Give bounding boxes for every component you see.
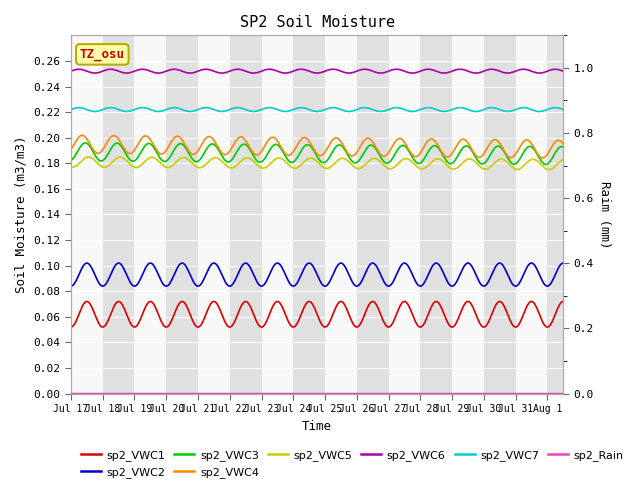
Bar <box>356 36 388 394</box>
Y-axis label: Soil Moisture (m3/m3): Soil Moisture (m3/m3) <box>15 136 28 293</box>
Bar <box>293 36 325 394</box>
Bar <box>103 36 134 394</box>
Bar <box>516 36 547 394</box>
Bar <box>452 36 484 394</box>
Bar <box>388 36 420 394</box>
X-axis label: Time: Time <box>302 420 332 432</box>
Bar <box>262 36 293 394</box>
Title: SP2 Soil Moisture: SP2 Soil Moisture <box>239 15 395 30</box>
Bar <box>230 36 262 394</box>
Bar <box>71 36 103 394</box>
Bar <box>166 36 198 394</box>
Legend: sp2_VWC1, sp2_VWC2, sp2_VWC3, sp2_VWC4, sp2_VWC5, sp2_VWC6, sp2_VWC7, sp2_Rain: sp2_VWC1, sp2_VWC2, sp2_VWC3, sp2_VWC4, … <box>77 446 628 480</box>
Text: TZ_osu: TZ_osu <box>80 48 125 61</box>
Bar <box>484 36 516 394</box>
Bar <box>198 36 230 394</box>
Bar <box>134 36 166 394</box>
Bar <box>547 36 563 394</box>
Bar <box>325 36 356 394</box>
Y-axis label: Raim (mm): Raim (mm) <box>598 180 611 248</box>
Bar <box>420 36 452 394</box>
